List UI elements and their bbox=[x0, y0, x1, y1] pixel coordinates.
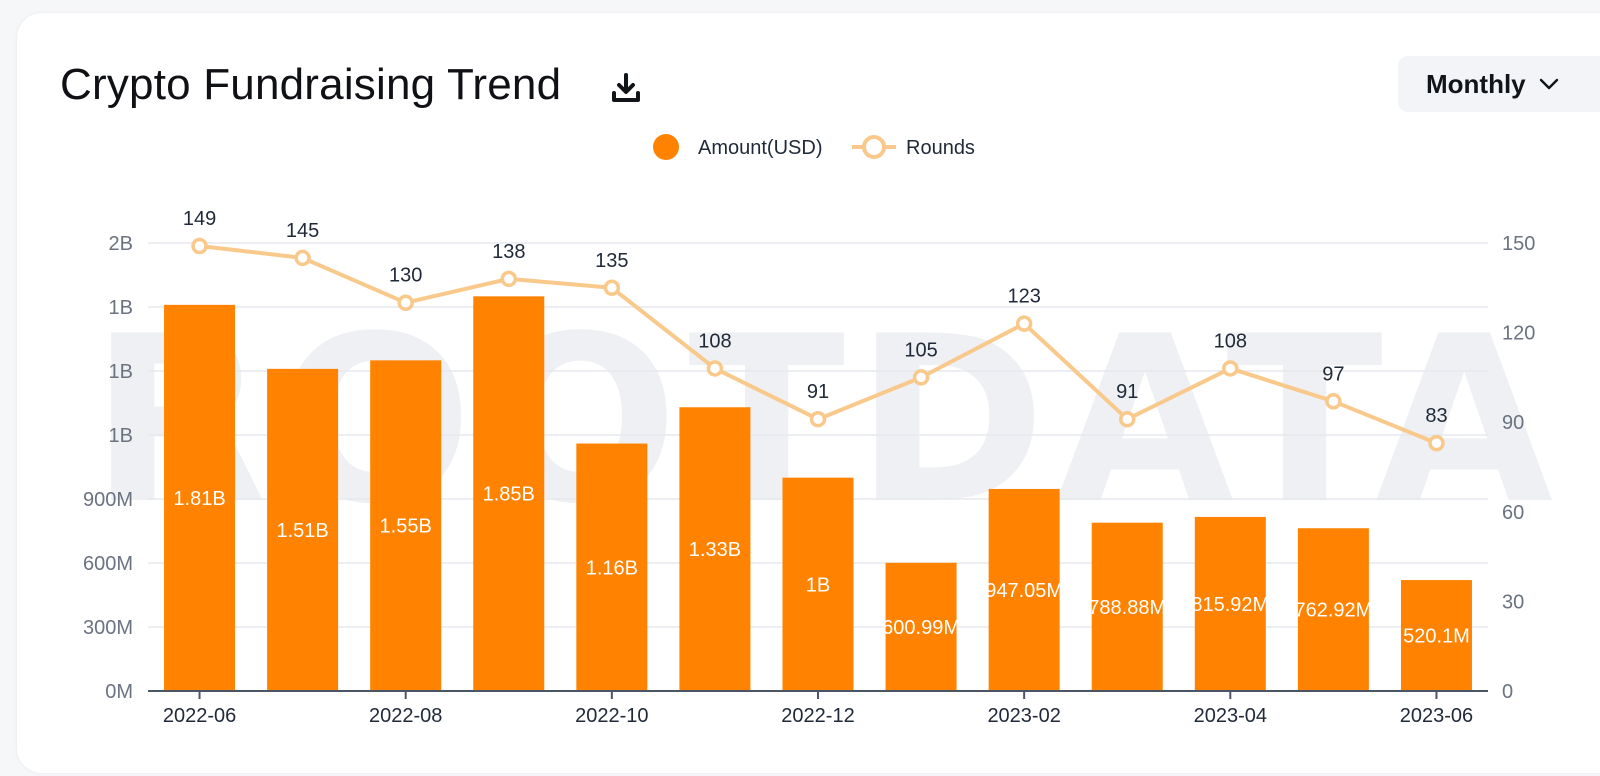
rounds-value-label: 105 bbox=[904, 339, 937, 361]
rounds-value-label: 97 bbox=[1322, 363, 1344, 385]
y-left-tick-label: 900M bbox=[83, 489, 133, 511]
rounds-point bbox=[1428, 434, 1445, 452]
bar bbox=[1194, 516, 1266, 691]
rounds-series: 149 145 130 138 135 108 91 105 123 91 108 97 83 bbox=[183, 208, 1448, 452]
y-left-tick-label: 1B bbox=[109, 425, 133, 447]
x-tick-label: 2023-06 bbox=[1400, 705, 1473, 727]
rounds-value-label: 91 bbox=[1116, 381, 1138, 403]
rounds-value-label: 108 bbox=[1214, 330, 1247, 352]
bar-series: 1.81B 1.51B 1.55B 1.85B 1.16B 1.33B 1B 600.99M 9… bbox=[164, 296, 1472, 691]
rounds-value-label: 108 bbox=[698, 330, 731, 352]
bar-value-label: 1.51B bbox=[276, 520, 328, 542]
rounds-point bbox=[1015, 315, 1033, 332]
rounds-value-label: 130 bbox=[389, 265, 422, 287]
rounds-point bbox=[191, 237, 208, 255]
x-tick-label: 2022-08 bbox=[369, 705, 442, 727]
x-tick-label: 2022-10 bbox=[575, 705, 648, 727]
y-left-tick-label: 300M bbox=[83, 617, 133, 639]
bar-value-label: 600.99M bbox=[882, 617, 960, 639]
rounds-point bbox=[912, 369, 930, 386]
legend-marker-rounds bbox=[862, 135, 886, 159]
legend-item-rounds[interactable]: Rounds bbox=[852, 135, 975, 159]
bar bbox=[988, 488, 1060, 691]
rounds-value-label: 145 bbox=[286, 220, 319, 242]
bar bbox=[1400, 580, 1472, 691]
rounds-point bbox=[1325, 393, 1342, 410]
y-left-tick-label: 1B bbox=[109, 297, 133, 319]
bar-value-label: 1.16B bbox=[586, 557, 638, 579]
rounds-value-label: 91 bbox=[807, 381, 829, 403]
bar bbox=[1091, 522, 1163, 691]
bar-value-label: 520.1M bbox=[1403, 626, 1470, 648]
y-left-tick-label: 600M bbox=[83, 553, 133, 575]
y-right-tick-label: 0 bbox=[1502, 681, 1513, 703]
rounds-value-label: 123 bbox=[1007, 286, 1040, 308]
rounds-value-label: 149 bbox=[183, 208, 216, 230]
y-right-tick-label: 120 bbox=[1502, 323, 1535, 345]
rounds-point bbox=[706, 360, 724, 377]
y-left-tick-label: 2B bbox=[109, 233, 133, 255]
legend-label-rounds: Rounds bbox=[906, 137, 975, 159]
x-tick-label: 2023-04 bbox=[1194, 705, 1267, 727]
bar-value-label: 1.33B bbox=[689, 539, 741, 561]
bar-value-label: 947.05M bbox=[985, 580, 1063, 602]
chevron-down-icon bbox=[1539, 78, 1558, 90]
rounds-point bbox=[1118, 410, 1136, 428]
bar bbox=[164, 304, 236, 691]
period-label: Monthly bbox=[1426, 68, 1526, 99]
legend-item-amount[interactable]: Amount(USD) bbox=[653, 134, 822, 160]
bar-value-label: 788.88M bbox=[1088, 597, 1166, 619]
y-right-tick-label: 60 bbox=[1502, 502, 1524, 524]
rounds-point bbox=[500, 270, 518, 288]
legend-label-amount: Amount(USD) bbox=[698, 137, 822, 159]
y-right-tick-label: 30 bbox=[1502, 591, 1524, 613]
bar-value-label: 815.92M bbox=[1191, 594, 1269, 616]
bar bbox=[473, 296, 545, 691]
y-right-tick-label: 90 bbox=[1502, 412, 1524, 434]
bar bbox=[576, 443, 648, 691]
rounds-value-label: 83 bbox=[1425, 405, 1447, 427]
bar-value-label: 762.92M bbox=[1294, 600, 1372, 622]
axes: 0M 300M 600M 900M 1B 1B 1B 2B 0 30 60 90 120 150 2022-… bbox=[83, 233, 1535, 727]
download-icon bbox=[612, 73, 640, 102]
legend: Amount(USD) Rounds bbox=[653, 134, 975, 160]
rounds-value-label: 135 bbox=[595, 250, 628, 272]
rounds-point bbox=[603, 279, 621, 297]
x-tick-label: 2023-02 bbox=[987, 705, 1060, 727]
bar bbox=[885, 562, 957, 691]
rounds-value-label: 138 bbox=[492, 241, 525, 263]
bar-value-label: 1B bbox=[806, 574, 830, 596]
x-tick-label: 2022-06 bbox=[163, 705, 236, 727]
bar bbox=[679, 407, 751, 691]
rounds-point bbox=[809, 410, 827, 428]
period-dropdown[interactable]: Monthly bbox=[1398, 56, 1600, 112]
y-left-tick-label: 1B bbox=[109, 361, 133, 383]
rounds-point bbox=[294, 249, 311, 267]
bar bbox=[370, 360, 442, 691]
legend-marker-amount bbox=[653, 134, 679, 160]
bar-value-label: 1.85B bbox=[483, 484, 535, 506]
bar bbox=[267, 368, 339, 691]
bar bbox=[1297, 528, 1369, 691]
y-right-tick-label: 150 bbox=[1502, 233, 1535, 255]
bar-value-label: 1.81B bbox=[173, 488, 225, 510]
y-left-tick-label: 0M bbox=[105, 681, 133, 703]
bar-value-label: 1.55B bbox=[380, 516, 432, 538]
page-title: Crypto Fundraising Trend bbox=[60, 60, 562, 109]
bar bbox=[782, 477, 854, 691]
rounds-point bbox=[397, 294, 414, 311]
x-tick-label: 2022-12 bbox=[781, 705, 854, 727]
rounds-point bbox=[1222, 360, 1239, 377]
download-button[interactable] bbox=[608, 70, 644, 106]
